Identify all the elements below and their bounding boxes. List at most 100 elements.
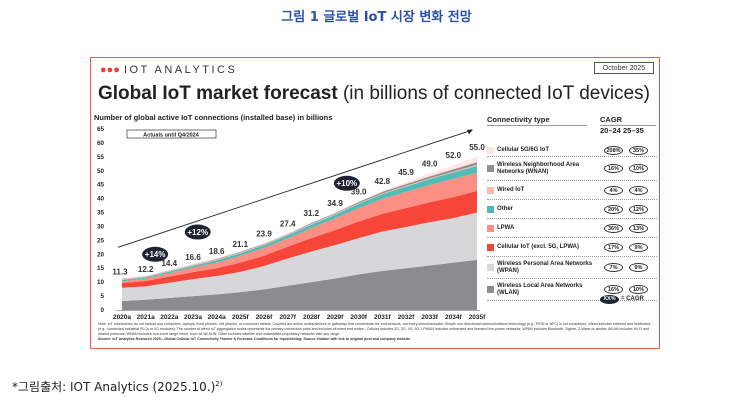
x-tick-label: 2028f — [303, 314, 320, 321]
x-tick-label: 2030f — [350, 314, 367, 321]
cagr-20-24: 36% — [604, 224, 623, 233]
cagr-bubble — [184, 224, 211, 240]
y-tick-label: 5 — [100, 293, 104, 300]
total-label: 12.2 — [138, 265, 154, 274]
total-label: 45.9 — [398, 168, 414, 177]
actuals-box — [126, 129, 217, 139]
legend-swatch — [487, 264, 494, 271]
legend-header-cagr: CAGR — [600, 115, 656, 126]
legend-header-type: Connectivity type — [487, 115, 587, 126]
total-label: 27.4 — [280, 220, 296, 229]
headline: Global IoT market forecast (in billions … — [98, 83, 650, 105]
legend-item: Wireless Neighborhood Area Networks (WNA… — [487, 156, 657, 181]
total-label: 42.8 — [375, 177, 391, 186]
x-tick-label: 2026f — [256, 314, 273, 321]
legend-swatch — [487, 187, 494, 194]
notes-text: Note: IoT connections do not include any… — [98, 322, 651, 336]
legend-swatch — [487, 206, 494, 213]
arrow-head-icon — [467, 129, 473, 135]
total-label: 18.6 — [209, 247, 225, 256]
x-tick-label: 2032f — [398, 314, 415, 321]
y-tick-label: 35 — [97, 210, 105, 217]
legend-label: Other — [497, 206, 514, 212]
legend-label: Wired IoT — [497, 187, 525, 193]
headline-rest: (in billions of connected IoT devices) — [337, 83, 650, 104]
x-tick-label: 2034f — [445, 314, 462, 321]
cagr-key: XX% = CAGR — [600, 295, 644, 304]
x-tick-label: 2020a — [113, 314, 131, 321]
cagr-20-24: 17% — [604, 243, 623, 252]
iot-analytics-logo: ●●● IOT ANALYTICS — [100, 64, 237, 76]
cagr-25-35: 9% — [629, 243, 648, 252]
x-tick-label: 2024a — [208, 314, 226, 321]
total-label: 34.9 — [327, 199, 343, 208]
y-tick-label: 30 — [97, 223, 105, 230]
legend-label: Wireless Personal Area Networks (WPAN) — [497, 261, 593, 274]
legend-label: LPWA — [497, 225, 515, 231]
cagr-key-label: = CAGR — [621, 296, 644, 302]
caption-footnote: 2) — [215, 380, 223, 388]
cagr-bubble — [142, 246, 169, 262]
source-text: Source: IoT Analytics Research 2025—Glob… — [98, 337, 411, 341]
chart-title: Number of global active IoT connections … — [94, 113, 332, 122]
y-tick-label: 0 — [100, 307, 104, 314]
total-label: 23.9 — [256, 229, 272, 238]
area-lpwa — [122, 172, 477, 283]
cagr-20-24: 20% — [604, 205, 623, 214]
cagr-25-35: 12% — [629, 205, 648, 214]
total-label: 21.1 — [233, 240, 249, 249]
y-tick-label: 40 — [97, 196, 105, 203]
area-wireless-personal-area-networks-wpan- — [122, 212, 477, 302]
area-wireless-local-area-networks-wlan- — [122, 259, 477, 310]
legend-label: Wireless Local Area Networks (WLAN) — [497, 282, 583, 296]
notes: Note: IoT connections do not include any… — [98, 322, 654, 342]
legend-item: Cellular 5G/6G IoT 208% 35% — [487, 144, 657, 157]
cagr-25-35: 35% — [629, 145, 648, 155]
caption-text: *그림출처: IOT Analytics (2025.10.) — [12, 380, 216, 394]
legend-item: Cellular IoT (excl. 5G, LPWA) 17% 9% — [487, 239, 657, 257]
x-tick-label: 2021a — [137, 314, 155, 321]
cagr-25-35: 10% — [629, 284, 648, 294]
legend-swatch — [487, 244, 494, 251]
cagr-25-35: 13% — [629, 224, 648, 233]
legend-swatch — [487, 285, 494, 293]
legend-swatch — [487, 164, 494, 172]
total-label: 52.0 — [446, 151, 462, 160]
x-tick-label: 2023a — [184, 314, 202, 321]
cagr-20-24: 208% — [604, 145, 623, 155]
area-other — [122, 166, 477, 282]
total-label: 31.2 — [304, 209, 320, 218]
area-cellular-iot-excl-5g-lpwa- — [122, 190, 477, 288]
area-wireless-neighborhood-area-networks-wnan- — [122, 162, 477, 280]
x-tick-label: 2029f — [327, 314, 344, 321]
legend-swatch — [487, 146, 494, 154]
y-tick-label: 25 — [97, 237, 105, 244]
cagr-bubble-label: +10% — [336, 179, 357, 188]
y-tick-label: 55 — [97, 154, 105, 161]
y-tick-label: 60 — [97, 140, 105, 147]
legend-header-periods: 20–24 25–35 — [600, 126, 644, 135]
cagr-25-35: 9% — [629, 263, 648, 272]
legend-label: Cellular IoT (excl. 5G, LPWA) — [497, 244, 580, 250]
total-label: 39.0 — [351, 187, 367, 196]
figure-caption: *그림출처: IOT Analytics (2025.10.)2) — [12, 378, 222, 395]
total-label: 49.0 — [422, 160, 438, 169]
cagr-key-pill: XX% — [600, 295, 619, 304]
x-tick-label: 2025f — [232, 314, 249, 321]
logo-text: IOT ANALYTICS — [123, 64, 238, 76]
stacked-area-chart: Number of global active IoT connections … — [94, 113, 486, 321]
legend-item: Wireless Personal Area Networks (WPAN) 7… — [487, 257, 657, 279]
total-label: 14.4 — [162, 259, 178, 268]
x-tick-label: 2031f — [374, 314, 391, 321]
headline-bold: Global IoT market forecast — [98, 83, 338, 104]
cagr-25-35: 10% — [629, 163, 648, 173]
y-tick-label: 65 — [97, 126, 105, 133]
figure-frame — [90, 57, 660, 349]
legend-item: Other 20% 12% — [487, 201, 657, 219]
y-tick-label: 45 — [97, 182, 105, 189]
total-label: 11.3 — [112, 268, 128, 277]
legend-label: Cellular 5G/6G IoT — [497, 146, 550, 153]
trend-arrow-line — [117, 129, 472, 248]
legend-label: Wireless Neighborhood Area Networks (WNA… — [497, 161, 580, 175]
total-label: 55.0 — [469, 143, 485, 152]
